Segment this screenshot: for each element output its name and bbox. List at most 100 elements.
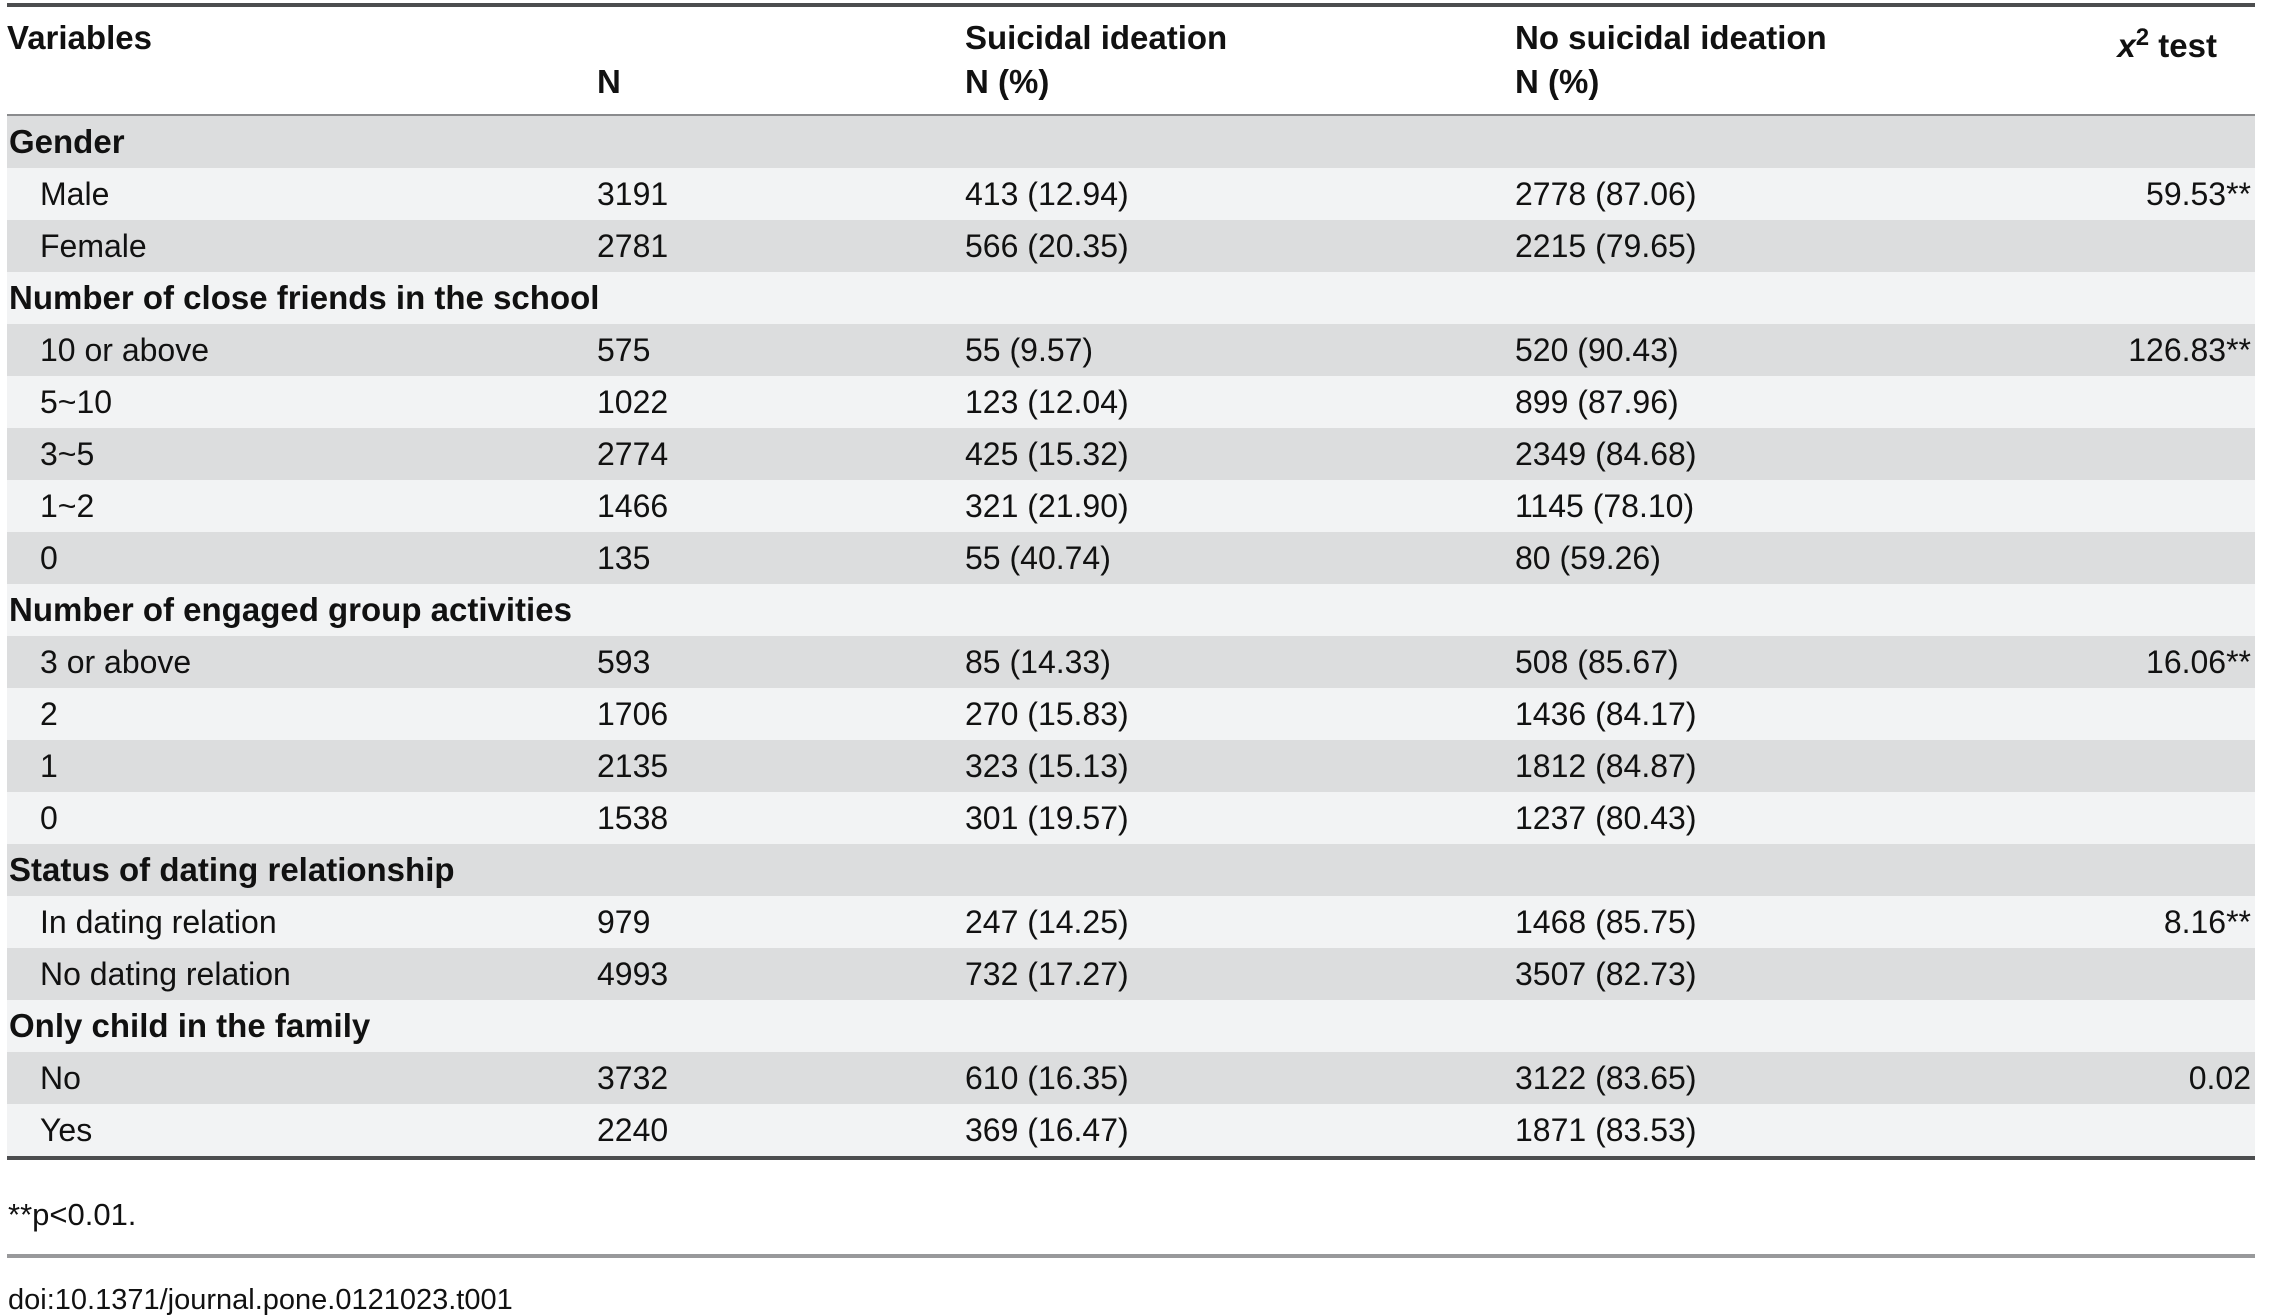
n-value: 593 (597, 636, 965, 688)
si-value: 369 (16.47) (965, 1104, 1515, 1158)
si-value: 413 (12.94) (965, 168, 1515, 220)
n-value: 3732 (597, 1052, 965, 1104)
section-row: Gender (7, 115, 2255, 168)
si-value: 301 (19.57) (965, 792, 1515, 844)
si-value: 55 (40.74) (965, 532, 1515, 584)
n-value: 3191 (597, 168, 965, 220)
nsi-value: 2215 (79.65) (1515, 220, 2090, 272)
si-value: 732 (17.27) (965, 948, 1515, 1000)
table-row: 0 135 55 (40.74) 80 (59.26) (7, 532, 2255, 584)
nsi-value: 899 (87.96) (1515, 376, 2090, 428)
section-row: Status of dating relationship (7, 844, 2255, 896)
si-value: 247 (14.25) (965, 896, 1515, 948)
nsi-value: 1145 (78.10) (1515, 480, 2090, 532)
chi-value (2090, 480, 2255, 532)
si-value: 425 (15.32) (965, 428, 1515, 480)
si-value: 566 (20.35) (965, 220, 1515, 272)
chi-value: 0.02 (2090, 1052, 2255, 1104)
header-variables: Variables (7, 5, 597, 116)
header-nsi-line1: No suicidal ideation (1515, 19, 1827, 56)
chi-value (2090, 792, 2255, 844)
n-value: 1022 (597, 376, 965, 428)
table-row: 10 or above 575 55 (9.57) 520 (90.43) 126.83… (7, 324, 2255, 376)
n-value: 979 (597, 896, 965, 948)
table-container: Variables N Suicidal ideation N (%) No s… (7, 3, 2255, 1160)
header-si-line2: N (%) (965, 63, 1050, 100)
nsi-value: 3122 (83.65) (1515, 1052, 2090, 1104)
chi-value (2090, 376, 2255, 428)
nsi-value: 1237 (80.43) (1515, 792, 2090, 844)
row-label: In dating relation (7, 896, 597, 948)
section-row: Number of engaged group activities (7, 584, 2255, 636)
table-row: 1 2135 323 (15.13) 1812 (84.87) (7, 740, 2255, 792)
n-value: 1466 (597, 480, 965, 532)
section-label: Status of dating relationship (7, 844, 2255, 896)
chi-value (2090, 948, 2255, 1000)
n-value: 2774 (597, 428, 965, 480)
header-si-line1: Suicidal ideation (965, 19, 1228, 56)
chi-value: 59.53** (2090, 168, 2255, 220)
section-label: Number of engaged group activities (7, 584, 2255, 636)
chi-value (2090, 220, 2255, 272)
row-label: Female (7, 220, 597, 272)
header-row: Variables N Suicidal ideation N (%) No s… (7, 5, 2255, 116)
header-chi-square-test: x2 test (2090, 5, 2255, 116)
table-row: 5~10 1022 123 (12.04) 899 (87.96) (7, 376, 2255, 428)
section-label: Gender (7, 115, 2255, 168)
chi-superscript: 2 (2135, 24, 2150, 51)
row-label: 5~10 (7, 376, 597, 428)
nsi-value: 3507 (82.73) (1515, 948, 2090, 1000)
header-n-label: N (597, 63, 621, 100)
row-label: 2 (7, 688, 597, 740)
chi-value: 16.06** (2090, 636, 2255, 688)
chi-test-label: test (2149, 27, 2217, 64)
header-nsi-line2: N (%) (1515, 63, 1600, 100)
row-label: 0 (7, 792, 597, 844)
row-label: 0 (7, 532, 597, 584)
row-label: 1 (7, 740, 597, 792)
header-n: N (597, 5, 965, 116)
row-label: No (7, 1052, 597, 1104)
table-row: No 3732 610 (16.35) 3122 (83.65) 0.02 (7, 1052, 2255, 1104)
nsi-value: 508 (85.67) (1515, 636, 2090, 688)
table-row: Female 2781 566 (20.35) 2215 (79.65) (7, 220, 2255, 272)
footer-divider (7, 1254, 2255, 1258)
si-value: 270 (15.83) (965, 688, 1515, 740)
chi-value (2090, 688, 2255, 740)
section-row: Only child in the family (7, 1000, 2255, 1052)
nsi-value: 80 (59.26) (1515, 532, 2090, 584)
header-suicidal-ideation: Suicidal ideation N (%) (965, 5, 1515, 116)
doi-text: doi:10.1371/journal.pone.0121023.t001 (8, 1284, 513, 1316)
nsi-value: 1812 (84.87) (1515, 740, 2090, 792)
n-value: 4993 (597, 948, 965, 1000)
row-label: No dating relation (7, 948, 597, 1000)
row-label: Male (7, 168, 597, 220)
section-label: Number of close friends in the school (7, 272, 2255, 324)
n-value: 575 (597, 324, 965, 376)
chi-value: 8.16** (2090, 896, 2255, 948)
table-row: 2 1706 270 (15.83) 1436 (84.17) (7, 688, 2255, 740)
row-label: 1~2 (7, 480, 597, 532)
n-value: 1538 (597, 792, 965, 844)
footnote: **p<0.01. (8, 1197, 137, 1232)
row-label: 10 or above (7, 324, 597, 376)
nsi-value: 520 (90.43) (1515, 324, 2090, 376)
table-row: No dating relation 4993 732 (17.27) 3507 (8… (7, 948, 2255, 1000)
nsi-value: 1468 (85.75) (1515, 896, 2090, 948)
n-value: 2781 (597, 220, 965, 272)
section-label: Only child in the family (7, 1000, 2255, 1052)
si-value: 55 (9.57) (965, 324, 1515, 376)
table-header: Variables N Suicidal ideation N (%) No s… (7, 5, 2255, 116)
row-label: 3 or above (7, 636, 597, 688)
section-row: Number of close friends in the school (7, 272, 2255, 324)
table-row: 0 1538 301 (19.57) 1237 (80.43) (7, 792, 2255, 844)
row-label: 3~5 (7, 428, 597, 480)
si-value: 323 (15.13) (965, 740, 1515, 792)
nsi-value: 2349 (84.68) (1515, 428, 2090, 480)
table-row: 1~2 1466 321 (21.90) 1145 (78.10) (7, 480, 2255, 532)
stats-table: Variables N Suicidal ideation N (%) No s… (7, 3, 2255, 1160)
row-label: Yes (7, 1104, 597, 1158)
header-variables-label: Variables (7, 19, 152, 56)
n-value: 1706 (597, 688, 965, 740)
si-value: 85 (14.33) (965, 636, 1515, 688)
